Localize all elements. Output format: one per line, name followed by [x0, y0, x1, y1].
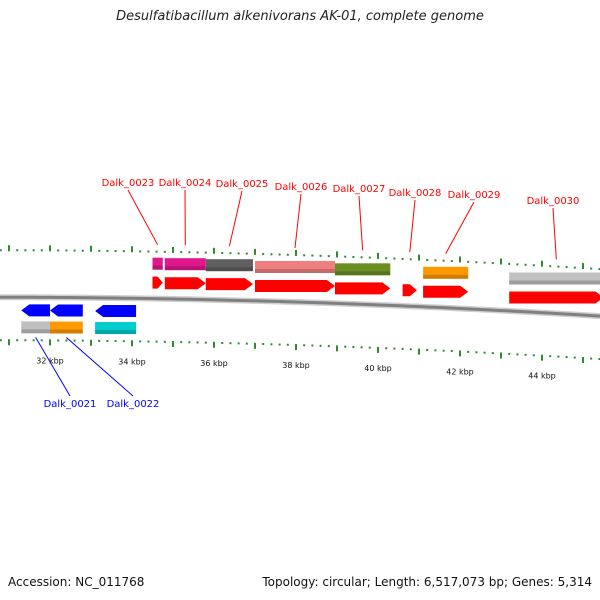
label-leader-line — [445, 201, 475, 255]
gene-Dalk_0026[interactable] — [255, 260, 335, 292]
gene-category-shade — [255, 268, 335, 273]
gene-Dalk_0021[interactable] — [21, 304, 50, 334]
gene-Dalk_0025[interactable] — [205, 259, 253, 291]
gene-arrow-plus[interactable] — [334, 282, 391, 295]
gene-arrow-plus[interactable] — [402, 284, 417, 297]
gene-category-shade — [205, 267, 253, 272]
axis-tick-label: 44 kbp — [528, 372, 556, 381]
gene-arrow-minus[interactable] — [50, 304, 83, 317]
gene-category-shade — [152, 265, 163, 270]
label-leader-line — [358, 195, 364, 251]
gene-arrow-plus[interactable] — [164, 277, 206, 290]
gene-label-minus[interactable]: Dalk_0021 — [44, 399, 97, 410]
axis-tick-label: 34 kbp — [118, 357, 146, 366]
map-title: Desulfatibacillum alkenivorans AK-01, co… — [116, 9, 484, 24]
label-leader-line — [552, 207, 557, 260]
gene-label-minus[interactable]: Dalk_0022 — [107, 399, 160, 410]
axis-tick-label: 38 kbp — [282, 361, 310, 370]
gene-Dalk_0022[interactable] — [50, 304, 83, 334]
gene-category-band — [50, 321, 83, 334]
gene-label-plus[interactable]: Dalk_0029 — [448, 190, 501, 201]
gene-label-plus[interactable]: Dalk_0023 — [102, 178, 155, 189]
gene-arrow-minus[interactable] — [21, 304, 50, 317]
gene-category-shade — [509, 280, 600, 285]
tick-marks — [0, 245, 600, 364]
axis-tick-label: 40 kbp — [364, 364, 392, 373]
gene-Dalk_0028[interactable] — [402, 284, 417, 297]
gene-arrow-plus[interactable] — [205, 278, 253, 291]
axis-labels: 32 kbp 34 kbp 36 kbp 38 kbp 40 kbp 42 kbp 44 k… — [36, 356, 556, 380]
gene-category-shade — [21, 329, 50, 334]
gene-Dalk_0030[interactable] — [509, 272, 600, 304]
gene-category-shade — [423, 274, 469, 279]
gene-Dalk_0029[interactable] — [423, 266, 469, 298]
genome-summary-text: Topology: circular; Length: 6,517,073 bp… — [262, 575, 592, 589]
gene-category-band — [152, 257, 163, 270]
gene-arrow-plus[interactable] — [255, 279, 335, 292]
gene-label-plus[interactable]: Dalk_0025 — [216, 179, 269, 190]
label-leader-line — [35, 337, 71, 397]
gene-Dalk_0023[interactable] — [152, 257, 163, 289]
gene-arrow-plus[interactable] — [423, 285, 469, 298]
gene-category-band — [95, 322, 137, 335]
gene-category-band — [205, 259, 253, 272]
gene-category-shade — [334, 271, 391, 276]
axis-tick-label: 32 kbp — [36, 356, 64, 365]
gene-category-shade — [50, 329, 83, 334]
gene-category-band — [255, 260, 335, 273]
genome-backbone — [0, 294, 600, 320]
gene-category-band — [21, 321, 50, 334]
gene-Dalk_0022b[interactable] — [95, 305, 137, 335]
gene-labels[interactable]: Dalk_0023 Dalk_0024 Dalk_0025 Dalk_0026 Dalk… — [35, 178, 580, 410]
backbone-line — [0, 295, 600, 318]
gene-Dalk_0027[interactable] — [334, 263, 391, 295]
accession-text: Accession: NC_011768 — [8, 575, 145, 589]
gene-label-plus[interactable]: Dalk_0028 — [389, 188, 442, 199]
gene-category-shade — [95, 330, 137, 335]
gene-arrow-minus[interactable] — [95, 305, 137, 318]
gene-label-plus[interactable]: Dalk_0024 — [159, 178, 212, 189]
gene-arrow-plus[interactable] — [509, 291, 600, 304]
gene-category-band — [509, 272, 600, 285]
label-leader-line — [409, 199, 416, 253]
gene-category-band — [334, 263, 391, 276]
gene-label-plus[interactable]: Dalk_0027 — [333, 184, 386, 195]
axis-tick-label: 36 kbp — [200, 359, 228, 368]
gene-category-band — [164, 258, 206, 271]
gene-label-plus[interactable]: Dalk_0030 — [527, 196, 580, 207]
gene-label-plus[interactable]: Dalk_0026 — [275, 182, 328, 193]
gene-arrow-plus[interactable] — [152, 276, 163, 289]
label-leader-line — [127, 189, 159, 245]
gene-Dalk_0024[interactable] — [164, 258, 206, 290]
label-leader-line — [294, 193, 302, 249]
label-leader-line — [66, 337, 134, 397]
gene-category-band — [423, 266, 469, 279]
axis-tick-label: 42 kbp — [446, 367, 474, 376]
gene-features[interactable] — [21, 257, 600, 335]
gene-category-shade — [164, 266, 206, 271]
label-leader-line — [228, 190, 243, 247]
